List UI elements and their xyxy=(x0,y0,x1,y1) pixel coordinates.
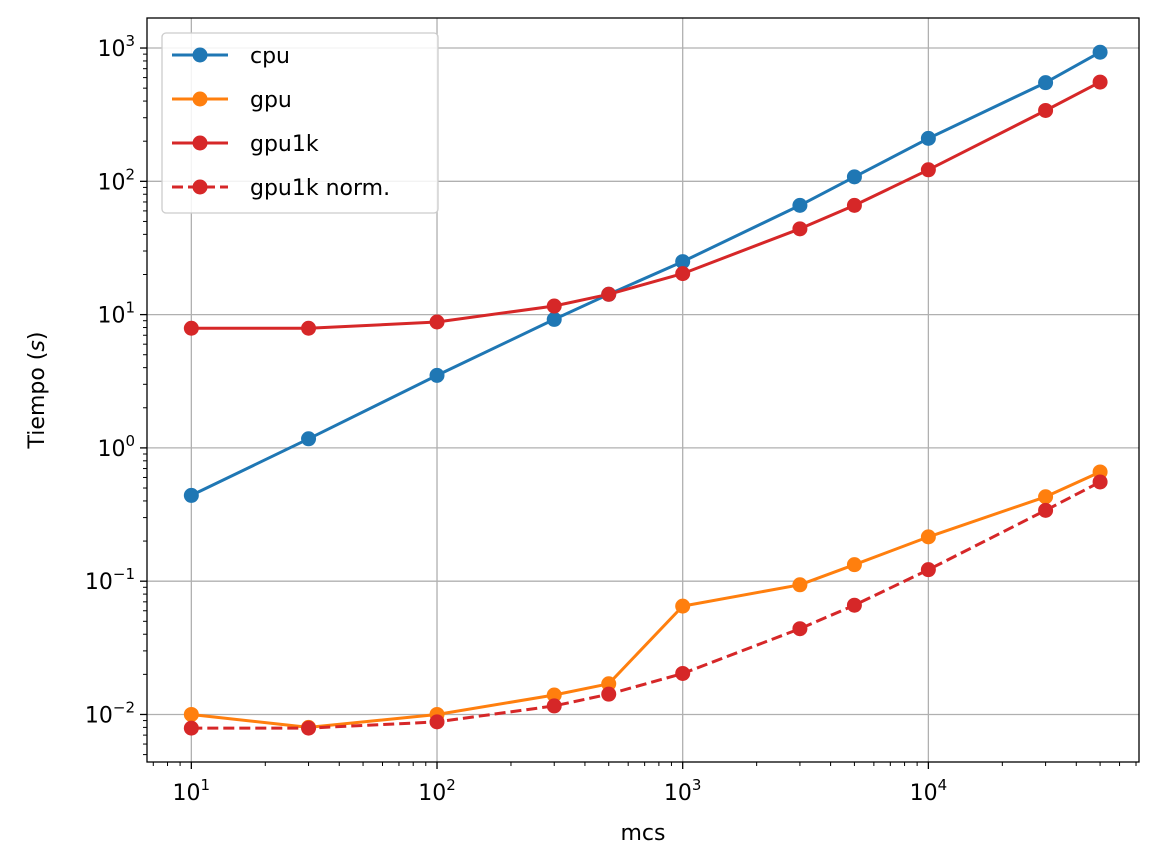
data-point xyxy=(792,621,808,637)
legend-marker xyxy=(192,47,208,63)
data-point xyxy=(601,676,617,692)
data-point xyxy=(920,562,936,578)
data-point xyxy=(1038,102,1054,118)
legend-label: gpu1k xyxy=(250,132,319,157)
data-point xyxy=(920,130,936,146)
grid xyxy=(147,18,1139,762)
data-point xyxy=(1092,74,1108,90)
legend-item: gpu1k norm. xyxy=(172,176,390,201)
data-point xyxy=(429,314,445,330)
legend-label: cpu xyxy=(250,44,290,69)
legend-item: cpu xyxy=(172,44,290,69)
axis-ticks: 101 102 103 104 10−2 10−1 100 101 102 103 xyxy=(85,32,1137,806)
x-tick-label: 103 xyxy=(664,776,702,806)
data-point xyxy=(675,254,691,270)
y-axis-label: Tiempo (s) xyxy=(25,332,50,450)
data-point xyxy=(601,286,617,302)
data-point xyxy=(920,529,936,545)
legend-box xyxy=(161,32,439,214)
data-point xyxy=(183,487,199,503)
legend-item: gpu1k xyxy=(172,132,319,157)
data-point xyxy=(546,687,562,703)
data-point xyxy=(546,698,562,714)
data-point xyxy=(546,311,562,327)
data-point xyxy=(792,221,808,237)
legend-marker xyxy=(192,91,208,107)
data-point xyxy=(1038,75,1054,91)
data-point xyxy=(183,320,199,336)
series-gpu1k xyxy=(183,74,1108,336)
y-tick-label: 102 xyxy=(97,165,135,195)
data-point xyxy=(846,169,862,185)
legend-item: gpu xyxy=(172,88,292,113)
data-point xyxy=(792,197,808,213)
legend: cpu gpu gpu1k gpu1k norm. xyxy=(161,32,439,214)
plot-frame xyxy=(146,17,1140,763)
data-point xyxy=(846,597,862,613)
data-point xyxy=(1092,474,1108,490)
x-tick-label: 104 xyxy=(910,776,948,806)
series-gpu1k-norm xyxy=(183,474,1108,736)
data-point xyxy=(546,298,562,314)
y-tick-label: 10−2 xyxy=(85,698,135,728)
data-point xyxy=(675,266,691,282)
y-tick-label: 101 xyxy=(97,299,135,329)
data-point xyxy=(675,665,691,681)
x-tick-label: 102 xyxy=(418,776,456,806)
x-axis-label: mcs xyxy=(621,821,666,846)
data-point xyxy=(301,431,317,447)
y-tick-label: 103 xyxy=(97,32,135,62)
y-tick-label: 10−1 xyxy=(85,565,135,595)
data-point xyxy=(429,714,445,730)
data-point xyxy=(301,720,317,736)
data-point xyxy=(846,197,862,213)
data-point xyxy=(183,706,199,722)
data-point xyxy=(601,686,617,702)
data-point xyxy=(846,557,862,573)
data-point xyxy=(1038,502,1054,518)
y-tick-label: 100 xyxy=(97,432,135,462)
data-point xyxy=(1038,489,1054,505)
data-point xyxy=(301,320,317,336)
data-point xyxy=(1092,44,1108,60)
data-point xyxy=(183,720,199,736)
data-point xyxy=(675,598,691,614)
x-tick-label: 101 xyxy=(173,776,211,806)
data-point xyxy=(920,162,936,178)
legend-marker xyxy=(192,135,208,151)
legend-label: gpu1k norm. xyxy=(250,176,390,201)
legend-label: gpu xyxy=(250,88,292,113)
data-point xyxy=(429,367,445,383)
series-layer xyxy=(183,44,1108,736)
data-point xyxy=(792,577,808,593)
legend-marker xyxy=(192,179,208,195)
